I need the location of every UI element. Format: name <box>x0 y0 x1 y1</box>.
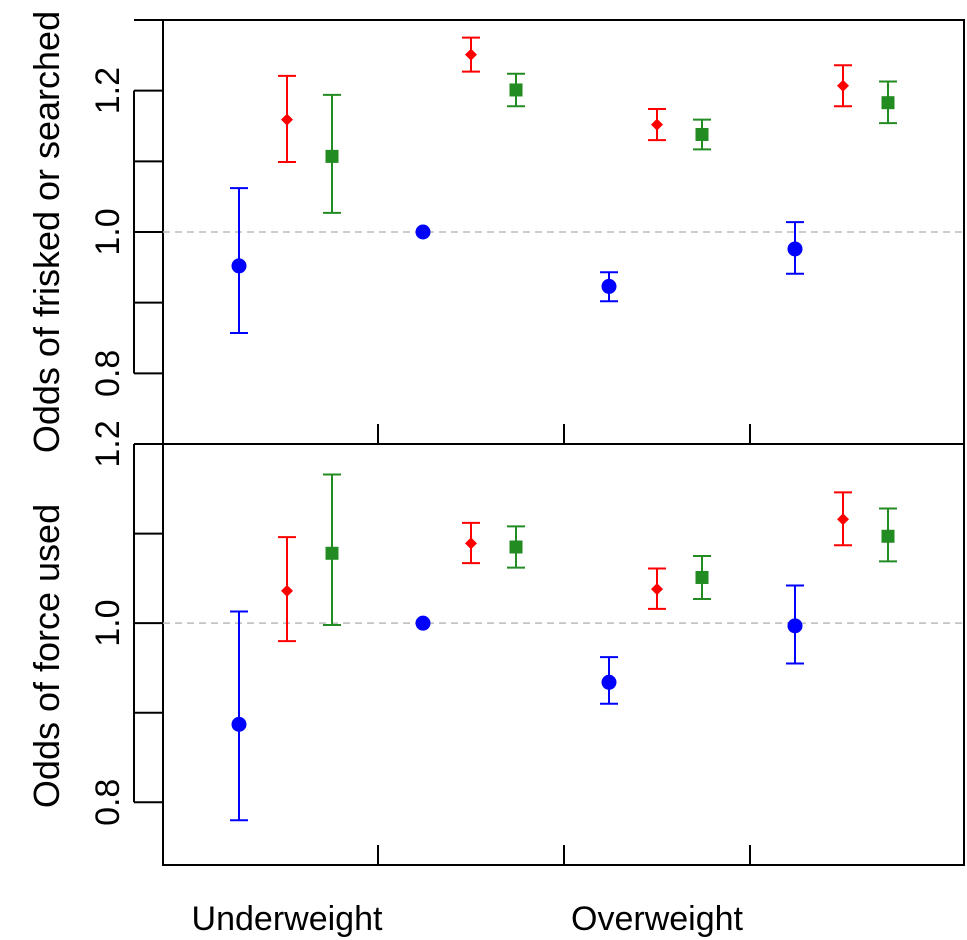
top-panel-marks <box>230 36 897 335</box>
green-point <box>325 149 339 163</box>
green-point <box>325 546 339 560</box>
y-tick-label: 0.8 <box>89 350 127 397</box>
blue-point <box>601 278 617 294</box>
green-point <box>509 83 523 97</box>
green-point <box>509 540 523 554</box>
blue-point <box>787 618 803 634</box>
blue-point <box>231 258 247 274</box>
green-point <box>881 529 895 543</box>
top-y-axis-label: Odds of frisked or searched <box>26 11 67 453</box>
x-label-overweight: Overweight <box>571 900 744 938</box>
red-point <box>651 118 663 131</box>
green-point <box>695 127 709 141</box>
y-tick-label: 0.8 <box>89 779 127 826</box>
blue-point <box>601 674 617 690</box>
green-point <box>881 96 895 110</box>
red-point <box>465 48 477 61</box>
red-point <box>281 584 293 597</box>
bottom-y-axis: 0.8 1.0 1.2 <box>89 420 163 826</box>
red-point <box>837 79 849 92</box>
y-tick-label: 1.2 <box>89 420 127 467</box>
y-tick-label: 1.2 <box>89 67 127 114</box>
red-point <box>651 583 663 596</box>
blue-point <box>231 716 247 732</box>
bottom-y-axis-label: Odds of force used <box>26 504 67 808</box>
y-tick-label: 1.0 <box>89 208 127 255</box>
blue-point <box>415 615 431 631</box>
top-y-axis: 0.8 1.0 1.2 <box>89 19 163 397</box>
y-tick-label: 1.0 <box>89 600 127 647</box>
red-point <box>465 537 477 550</box>
red-point <box>281 113 293 126</box>
red-point <box>837 513 849 526</box>
panel-x-ticks <box>287 424 843 866</box>
x-label-underweight: Underweight <box>192 900 383 938</box>
green-point <box>695 570 709 584</box>
blue-point <box>787 241 803 257</box>
blue-point <box>415 224 431 240</box>
bottom-panel-marks <box>230 473 897 822</box>
